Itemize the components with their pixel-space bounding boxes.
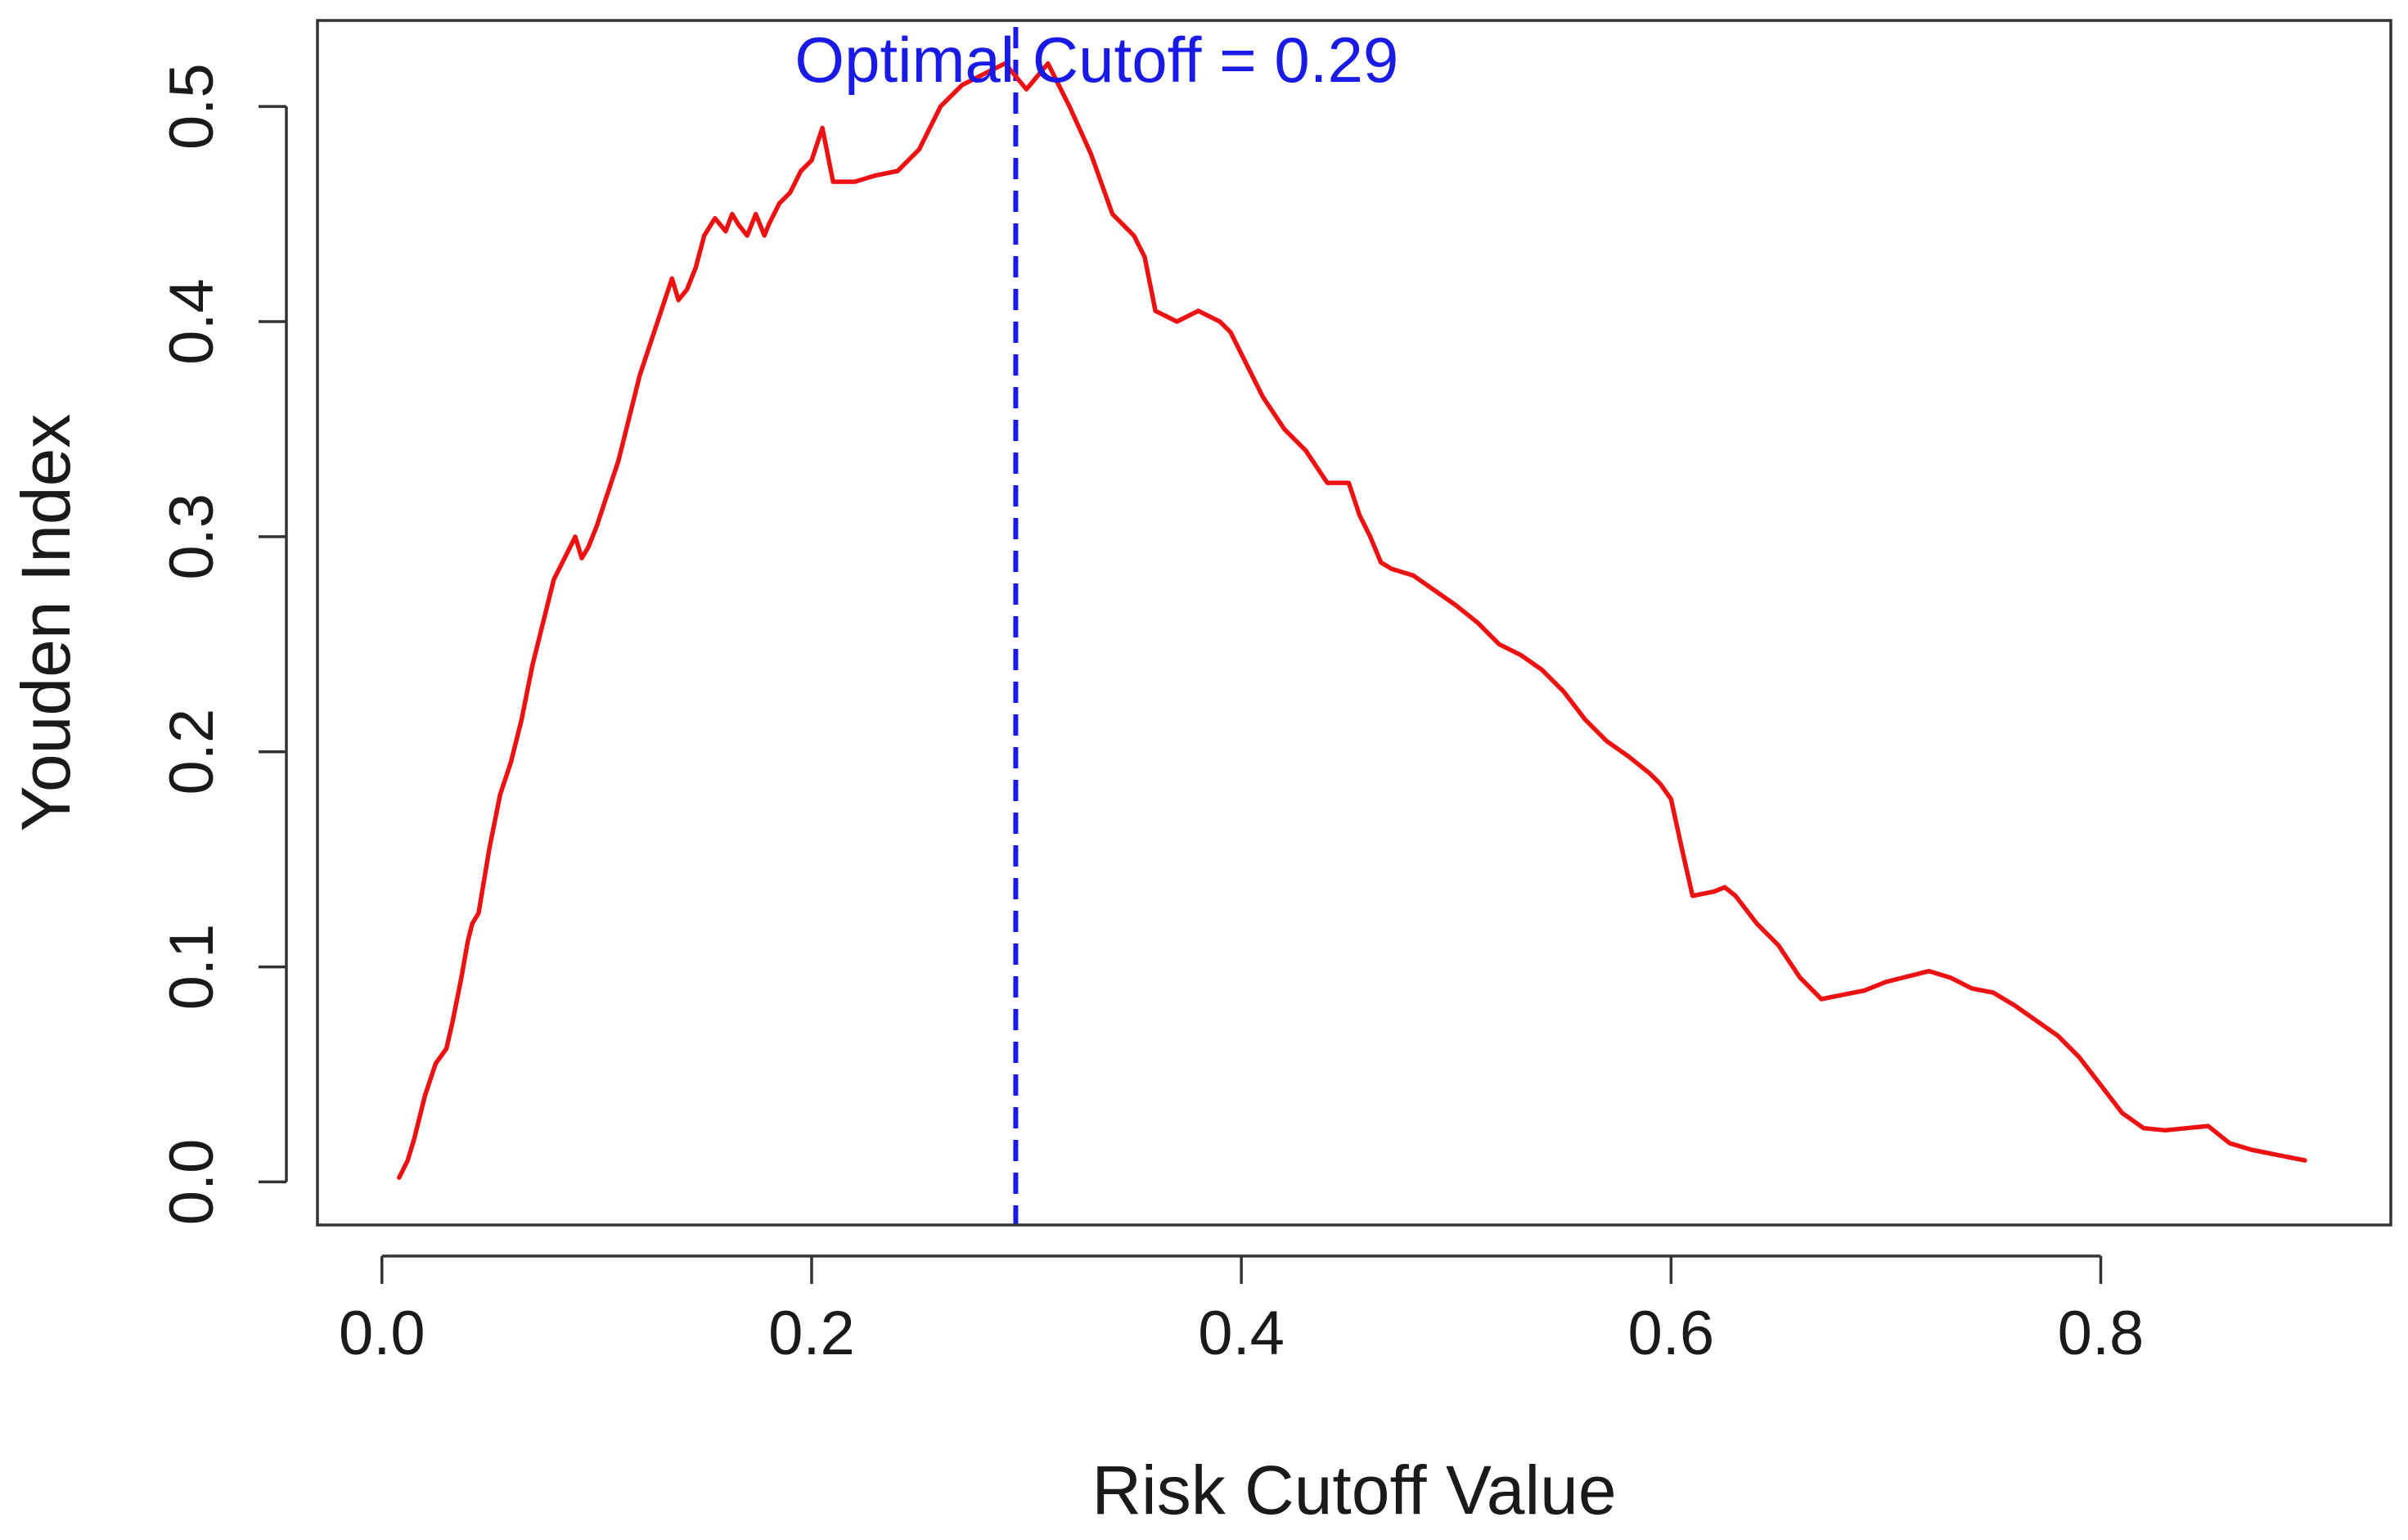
y-axis: 0.0 0.1 0.2 0.3 0.4 0.5: [157, 63, 288, 1226]
plot-frame: [316, 19, 2392, 1227]
y-tick-label: 0.3: [157, 493, 227, 580]
y-tick-label: 0.0: [157, 1139, 227, 1226]
x-tick-label: 0.6: [1627, 1299, 1714, 1368]
x-tick-label: 0.4: [1198, 1299, 1285, 1368]
x-tick-label: 0.8: [2058, 1299, 2145, 1368]
youden-index-series-line: [397, 61, 2307, 1180]
x-tick-label: 0.0: [339, 1299, 425, 1368]
x-axis-title: Risk Cutoff Value: [1091, 1452, 1616, 1529]
x-axis: 0.0 0.2 0.4 0.6 0.8: [339, 1254, 2145, 1368]
y-tick-label: 0.1: [157, 924, 227, 1011]
y-tick-label: 0.5: [157, 63, 227, 150]
y-tick-label: 0.2: [157, 709, 227, 795]
x-tick-label: 0.2: [768, 1299, 855, 1368]
optimal-cutoff-label: Optimal Cutoff = 0.29: [794, 24, 1398, 96]
y-tick-label: 0.4: [157, 278, 227, 365]
y-axis-title: Youden Index: [7, 414, 84, 832]
